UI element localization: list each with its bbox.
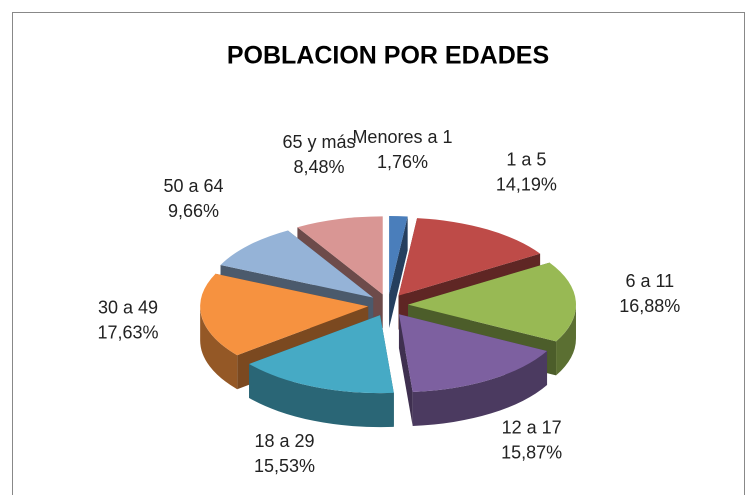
- slice: [249, 315, 394, 394]
- slice-side: [249, 363, 394, 428]
- slice-category-label: 50 a 64: [164, 176, 224, 196]
- slice-value-label: 16,88%: [619, 296, 680, 316]
- slice-value-label: 8,48%: [294, 157, 345, 177]
- slice-category-label: 18 a 29: [254, 431, 314, 451]
- slice: [297, 216, 383, 295]
- slice-value-label: 1,76%: [377, 152, 428, 172]
- slice-value-label: 15,53%: [254, 456, 315, 476]
- slice-side: [556, 304, 576, 376]
- slice: [407, 262, 576, 342]
- slice-value-label: 9,66%: [168, 201, 219, 221]
- slice-value-label: 15,87%: [501, 442, 562, 462]
- slice: [200, 273, 369, 356]
- slice-value-label: 17,63%: [97, 322, 158, 342]
- chart-title: POBLACION POR EDADES: [227, 42, 549, 70]
- slice-category-label: 65 y más: [283, 132, 356, 152]
- slice-category-label: Menores a 1: [352, 127, 452, 147]
- slice-category-label: 6 a 11: [625, 271, 674, 291]
- slice: [220, 230, 374, 298]
- slice-cut-face: [389, 216, 408, 329]
- slice-side: [200, 306, 238, 390]
- slice: [389, 216, 408, 295]
- slice-value-label: 14,19%: [496, 174, 557, 194]
- slice-category-label: 1 a 5: [506, 149, 546, 169]
- slice: [398, 314, 548, 392]
- slice-cut-face: [398, 314, 413, 426]
- slice: [398, 218, 541, 296]
- slice-side: [412, 351, 548, 426]
- slice-category-label: 12 a 17: [502, 417, 562, 437]
- slice-category-label: 30 a 49: [98, 297, 158, 317]
